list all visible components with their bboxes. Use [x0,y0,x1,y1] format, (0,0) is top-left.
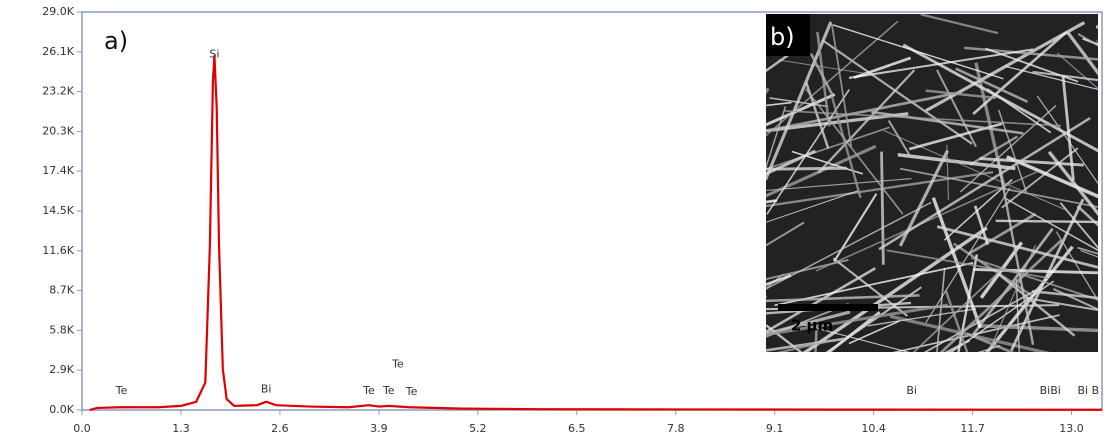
x-tick-label: 11.7 [960,422,985,435]
peak-label: Bi B [1077,384,1099,397]
x-tick-label: 5.2 [469,422,487,435]
scale-bar [778,304,878,311]
y-tick-label: 20.3K [42,124,74,137]
peak-label: Te [115,384,128,397]
x-tick-label: 6.5 [568,422,586,435]
y-tick-label: 8.7K [49,284,74,297]
x-tick-label: 10.4 [861,422,886,435]
x-tick-label: 2.6 [271,422,289,435]
y-tick-label: 17.4K [42,164,74,177]
panel-label: a) [104,27,128,55]
fiber [996,221,1109,222]
x-tick-label: 0.0 [73,422,91,435]
peak-label: Te [382,384,395,397]
peak-label: Si [209,48,219,61]
y-tick-label: 23.2K [42,85,74,98]
x-tick-label: 7.8 [667,422,685,435]
x-tick-label: 9.1 [766,422,784,435]
peak-label: Te [405,385,418,398]
peak-label: Bi [261,382,272,395]
peak-label: Te [362,384,375,397]
peak-label: Bi [906,384,917,397]
inset-label: b) [770,23,795,51]
y-tick-label: 2.9K [49,363,74,376]
peak-label: BiBi [1040,384,1061,397]
scale-bar-label: 2 µm [791,317,833,335]
y-tick-label: 29.0K [42,5,74,18]
x-tick-label: 1.3 [172,422,190,435]
y-tick-label: 14.5K [42,204,74,217]
y-tick-label: 26.1K [42,45,74,58]
x-tick-label: 13.0 [1059,422,1084,435]
peak-label: Te [391,358,404,371]
y-tick-label: 0.0K [49,403,74,416]
chart: a) b) 2 µm 0.0K 2.9K 5.8K 8.7K 11.6K 14.5K 17.… [0,0,1109,441]
x-tick-label: 3.9 [370,422,388,435]
y-tick-label: 5.8K [49,323,74,336]
y-tick-label: 11.6K [42,244,74,257]
